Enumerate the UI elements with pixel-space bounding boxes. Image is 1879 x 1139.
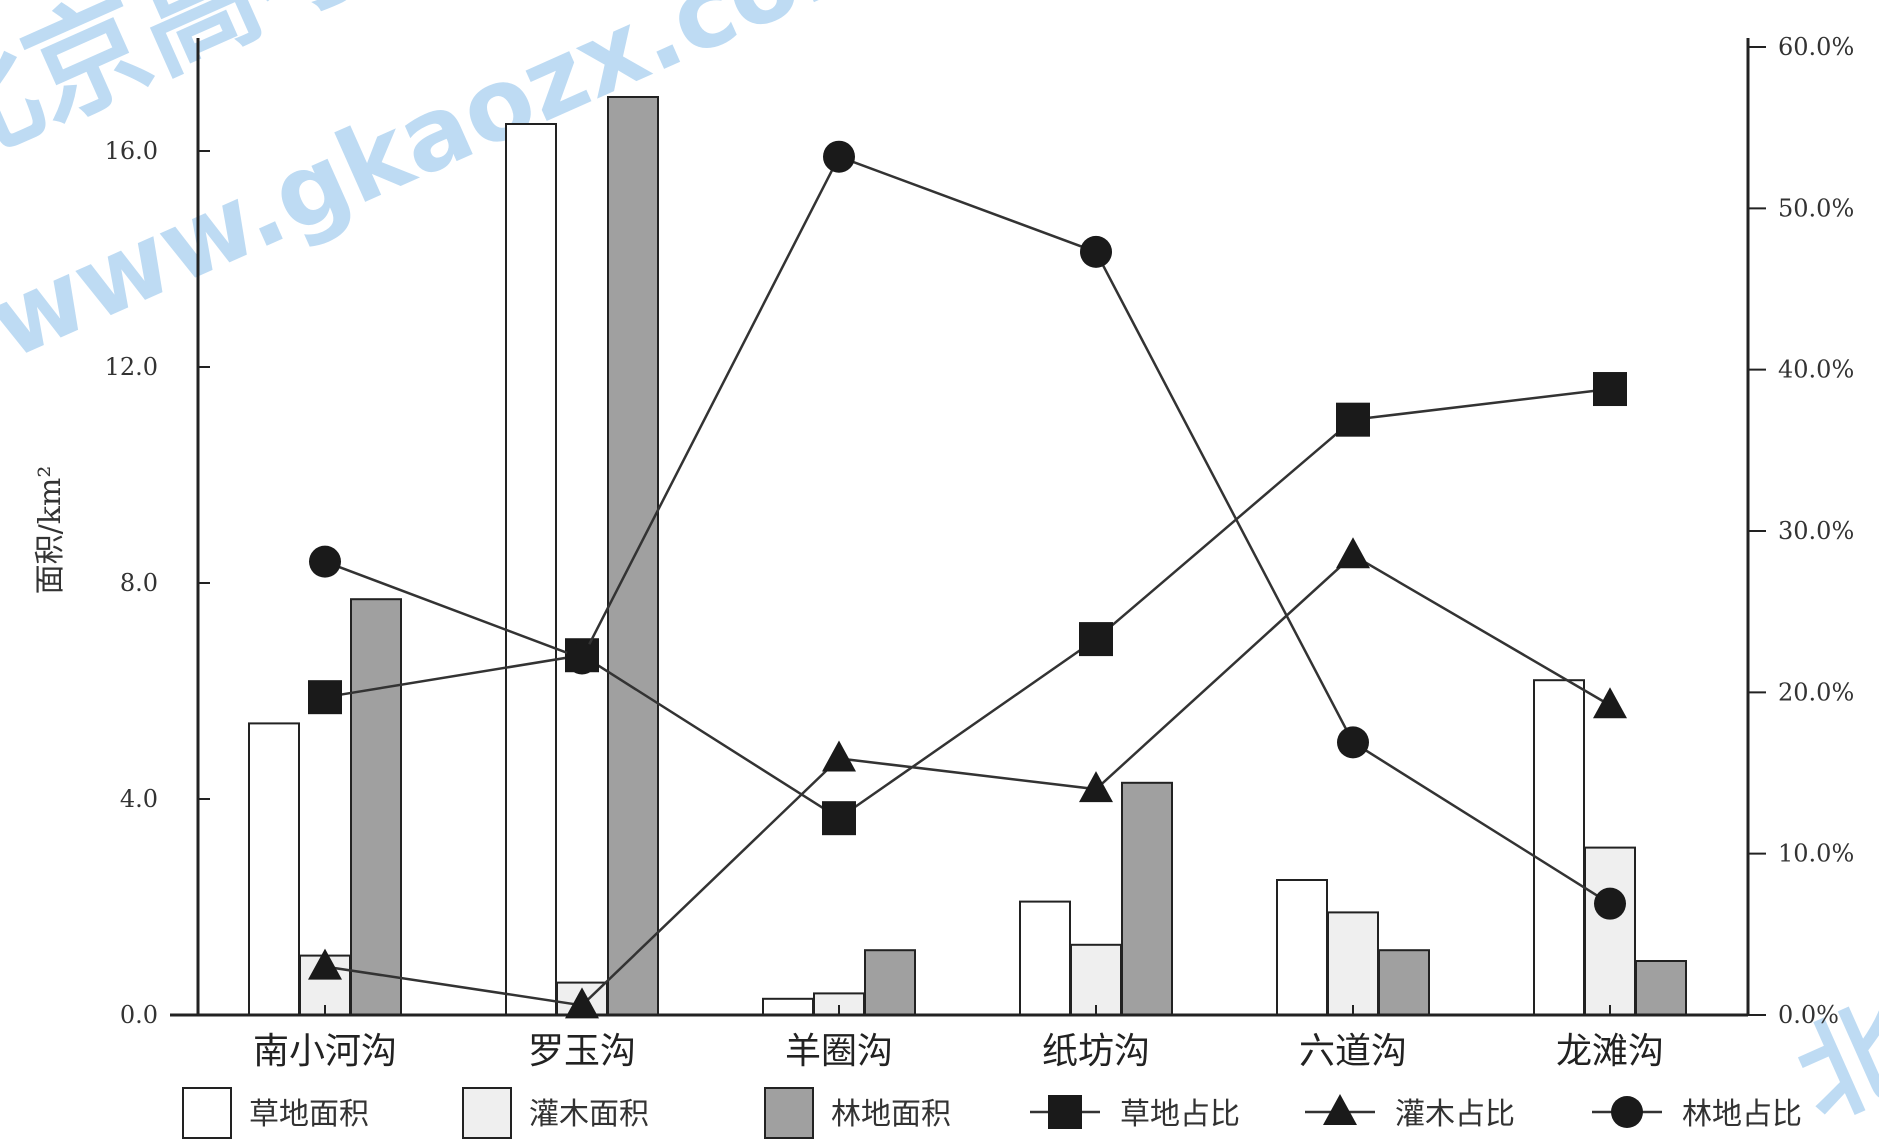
legend-marker-1 — [1048, 1095, 1082, 1129]
legend-swatch-3 — [764, 1087, 814, 1139]
legend-label-1: 草地面积 — [249, 1097, 369, 1132]
axes: 0.0 4.0 8.0 12.0 16.0 0.0% 10.0% 20.0% 30.0% 40.0… — [33, 33, 1854, 1072]
y2-tick-label-6: 50.0% — [1778, 194, 1854, 222]
legend-label-3: 林地面积 — [831, 1097, 951, 1132]
bar-3-1 — [350, 598, 402, 1016]
bar-2-4 — [1070, 943, 1122, 1016]
legend-label-5: 灌木占比 — [1395, 1097, 1515, 1132]
x-tick-label-3: 羊圈沟 — [785, 1031, 893, 1072]
point-2-5 — [1336, 537, 1370, 569]
point-2-2 — [565, 987, 599, 1019]
point-2-6 — [1593, 687, 1627, 719]
point-3-6 — [1594, 887, 1626, 920]
y-tick-label-4: 12.0 — [105, 353, 158, 381]
point-1-5 — [1336, 402, 1370, 437]
bar-3-2 — [607, 96, 659, 1016]
x-tick-label-2: 罗玉沟 — [528, 1031, 636, 1072]
legend-label-6: 林地占比 — [1682, 1097, 1802, 1132]
y-tick-label-3: 8.0 — [120, 569, 158, 597]
x-tick-label-5: 六道沟 — [1299, 1031, 1407, 1072]
bar-3-6 — [1635, 960, 1687, 1016]
y-tick-label-2: 4.0 — [120, 785, 158, 813]
y-axis-title: 面积/km² — [33, 466, 68, 595]
watermark-corner: 北京高考在线 — [1779, 758, 1879, 1139]
point-2-3 — [822, 740, 856, 772]
point-3-4 — [1080, 235, 1112, 268]
bar-3-3 — [864, 949, 916, 1017]
point-1-6 — [1593, 372, 1627, 407]
x-tick-label-4: 纸坊沟 — [1042, 1031, 1150, 1072]
point-3-2 — [566, 642, 598, 675]
x-tick-label-1: 南小河沟 — [253, 1031, 397, 1072]
x-tick-label-6: 龙滩沟 — [1556, 1031, 1664, 1072]
bar-1-4 — [1019, 900, 1071, 1016]
point-1-1 — [308, 680, 342, 715]
bar-2-5 — [1327, 911, 1379, 1017]
y2-tick-label-3: 20.0% — [1778, 678, 1854, 706]
y2-tick-label-1: 0.0% — [1778, 1001, 1839, 1029]
bar-1-6 — [1533, 679, 1585, 1016]
legend-marker-2 — [1323, 1094, 1357, 1125]
point-3-1 — [309, 545, 341, 578]
y-tick-label-5: 16.0 — [105, 137, 158, 165]
y-tick-label-1: 0.0 — [120, 1001, 158, 1029]
legend-swatch-1 — [182, 1087, 232, 1139]
bar-2-6 — [1584, 846, 1636, 1016]
point-1-4 — [1079, 622, 1113, 657]
bars — [248, 96, 1687, 1017]
line-2 — [324, 553, 1611, 1007]
lines — [308, 140, 1627, 1019]
bar-3-4 — [1121, 781, 1173, 1016]
legend-label-4: 草地占比 — [1120, 1097, 1240, 1132]
point-1-3 — [822, 801, 856, 836]
line-1 — [324, 387, 1611, 820]
legend-marker-3 — [1611, 1096, 1643, 1128]
y2-tick-label-4: 30.0% — [1778, 517, 1854, 545]
y2-tick-label-7: 60.0% — [1778, 33, 1854, 61]
point-2-1 — [308, 948, 342, 980]
point-2-4 — [1079, 771, 1113, 803]
bar-1-3 — [762, 997, 814, 1016]
bar-1-5 — [1276, 879, 1328, 1016]
bar-1-1 — [248, 722, 300, 1017]
point-3-5 — [1337, 726, 1369, 759]
y2-tick-label-2: 10.0% — [1778, 840, 1854, 868]
legend: 草地面积 灌木面积 林地面积 草地占比 灌木占比 林地占比 — [182, 1087, 1802, 1139]
bar-1-2 — [505, 123, 557, 1016]
bar-3-5 — [1378, 949, 1430, 1017]
line-3 — [324, 155, 1611, 905]
legend-swatch-2 — [462, 1087, 512, 1139]
point-3-3 — [823, 140, 855, 173]
y2-tick-label-5: 40.0% — [1778, 356, 1854, 384]
legend-label-2: 灌木面积 — [529, 1097, 649, 1132]
